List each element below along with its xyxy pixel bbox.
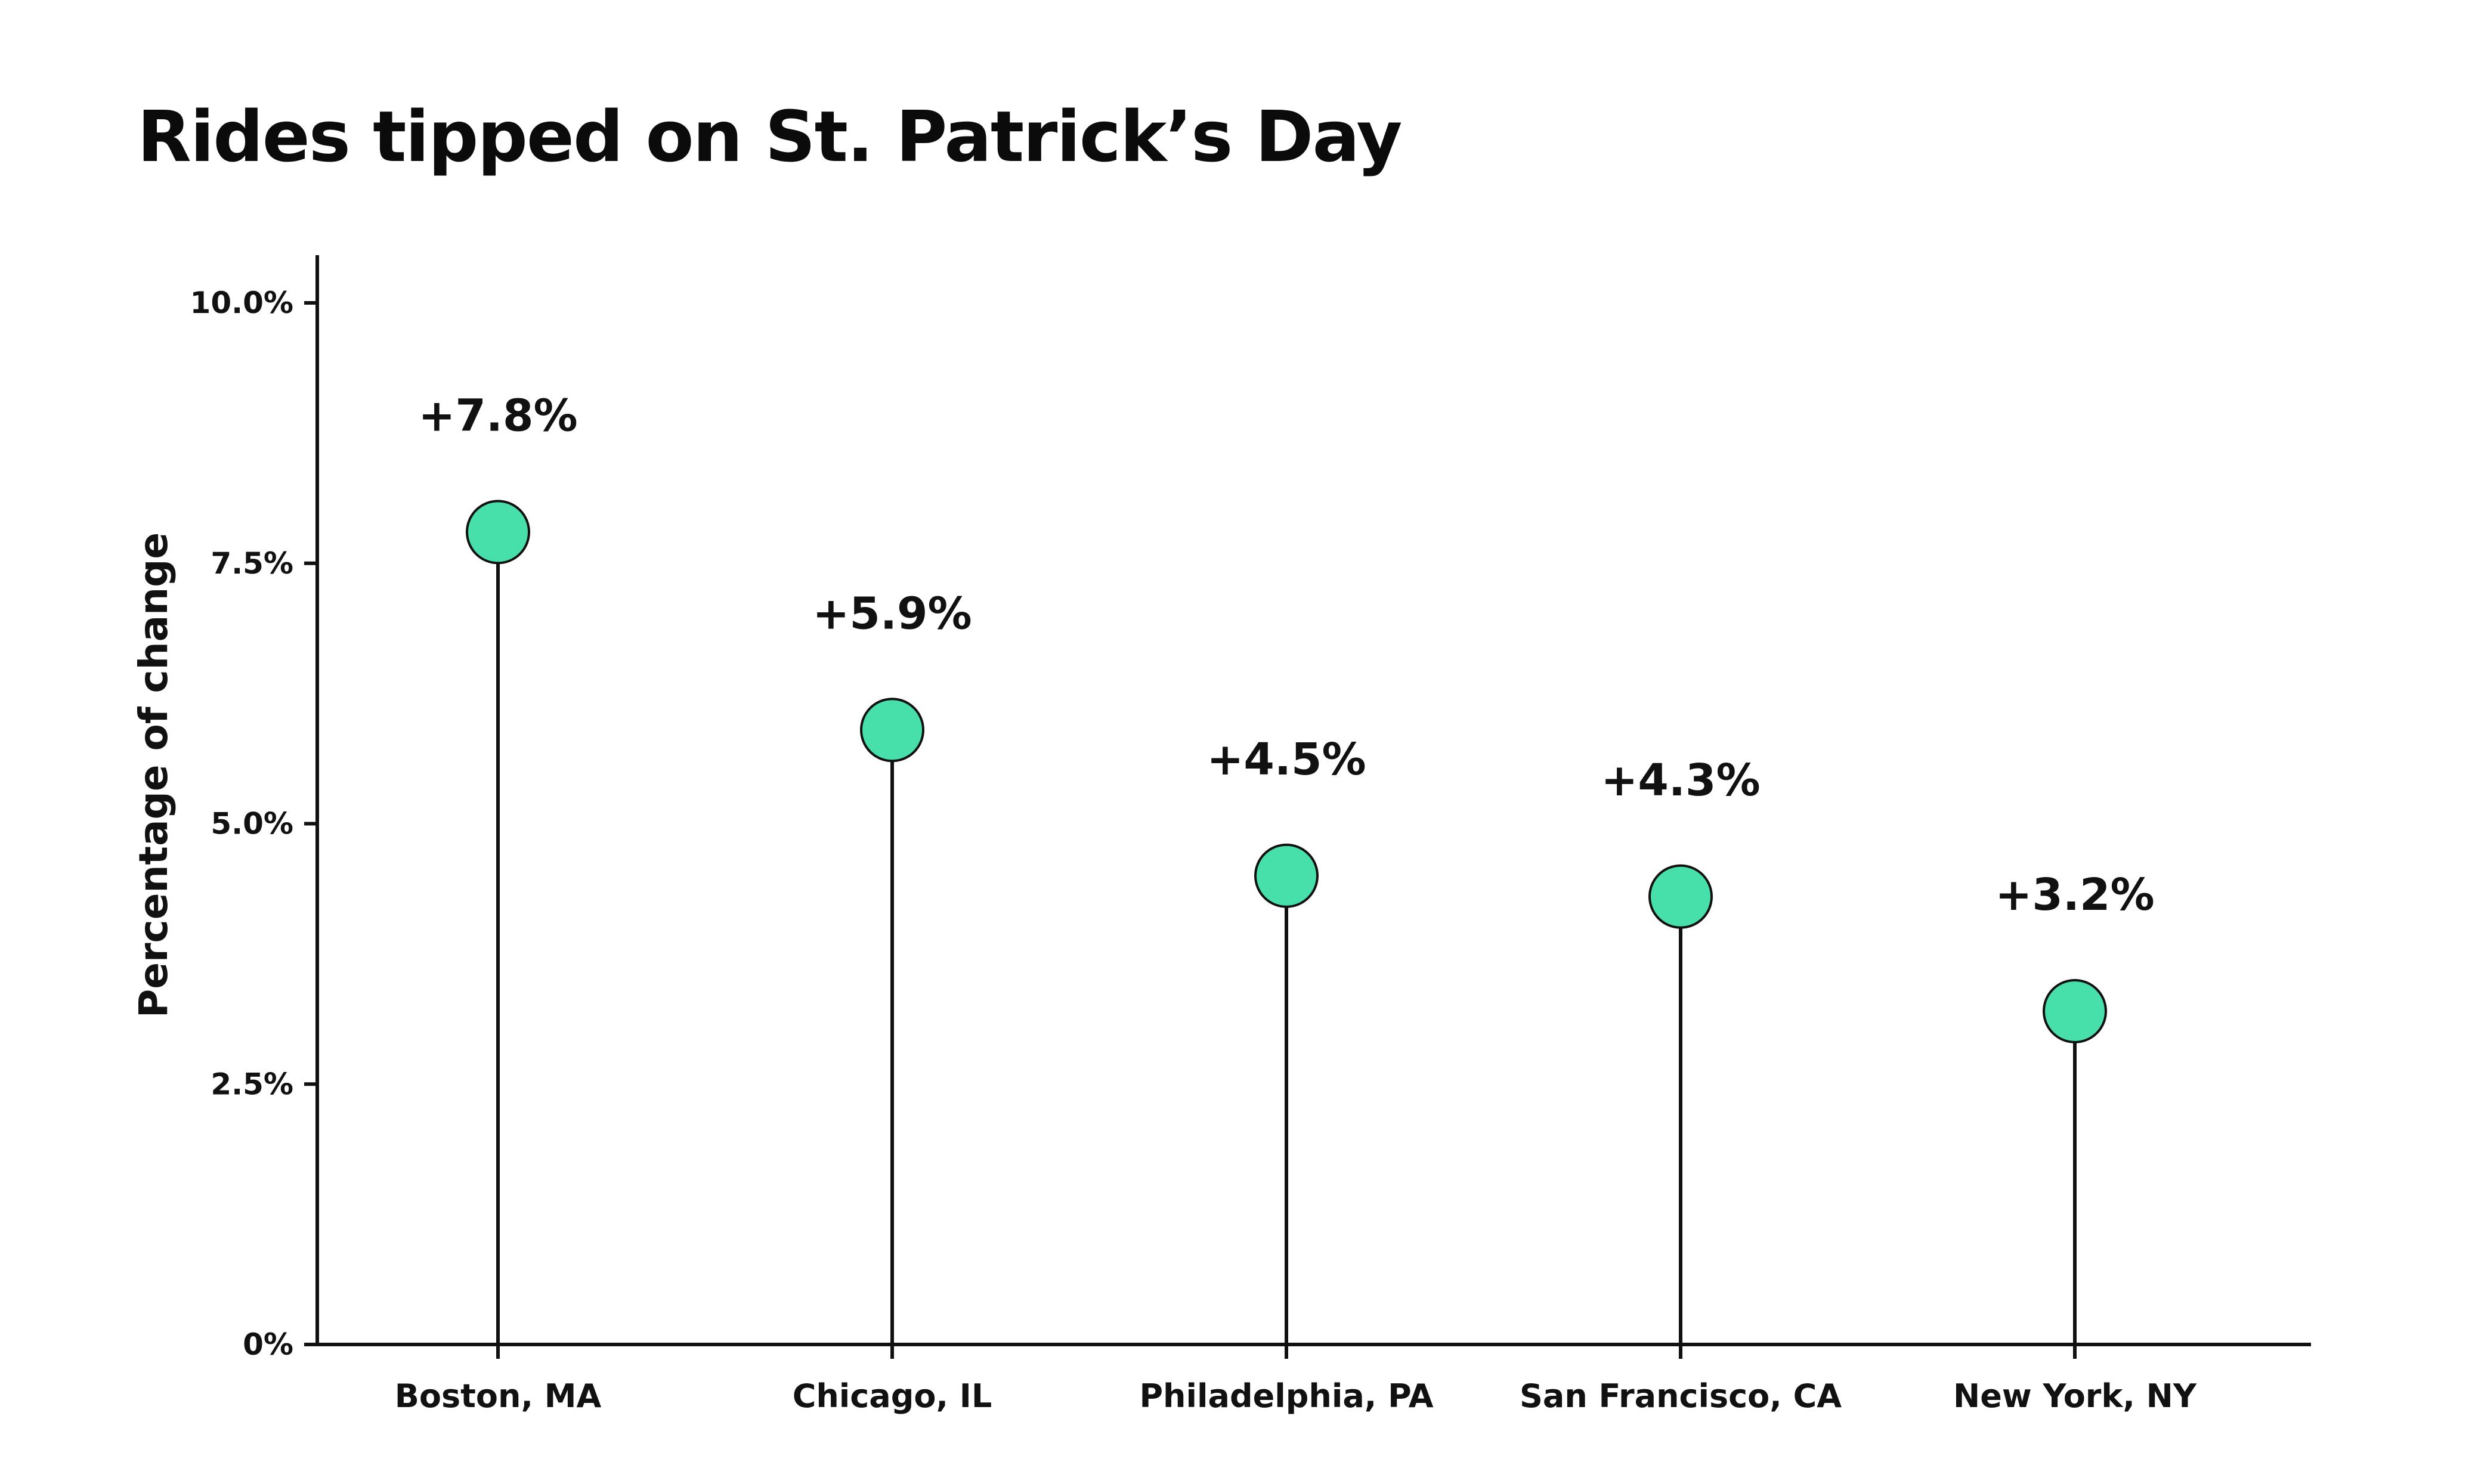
chart-title: Rides tipped on St. Patrick’s Day <box>137 95 1402 178</box>
y-tick-label: 10.0% <box>190 286 293 320</box>
axes: 0% 2.5% 5.0% 7.5% 10.0% Percentage of change <box>131 255 2311 1362</box>
lollipop-marker <box>466 500 530 565</box>
lollipop-marker <box>860 698 924 763</box>
y-tick-label: 0% <box>243 1327 293 1362</box>
data-label: +7.8% <box>418 390 577 441</box>
lollipop-marker <box>1648 864 1713 929</box>
data-label: +4.5% <box>1206 734 1366 785</box>
category-label: Philadelphia, PA <box>1139 1377 1433 1415</box>
lollipop-marker <box>1254 843 1319 908</box>
data-label: +3.2% <box>1995 869 2154 921</box>
y-tick-label: 5.0% <box>211 807 293 841</box>
data-label: +5.9% <box>812 588 972 639</box>
data-label: +4.3% <box>1601 755 1760 806</box>
y-tick-label: 2.5% <box>211 1067 293 1101</box>
category-label: Chicago, IL <box>793 1377 992 1415</box>
chart-marks: Boston, MA +7.8% Chicago, IL +5.9% Philadelp… <box>395 390 2197 1415</box>
y-tick-label: 7.5% <box>211 546 293 581</box>
y-axis-label: Percentage of change <box>131 532 177 1018</box>
category-label: Boston, MA <box>395 1377 602 1415</box>
category-label: New York, NY <box>1953 1377 2197 1415</box>
category-label: San Francisco, CA <box>1520 1377 1842 1415</box>
lollipop-marker <box>2043 978 2107 1043</box>
